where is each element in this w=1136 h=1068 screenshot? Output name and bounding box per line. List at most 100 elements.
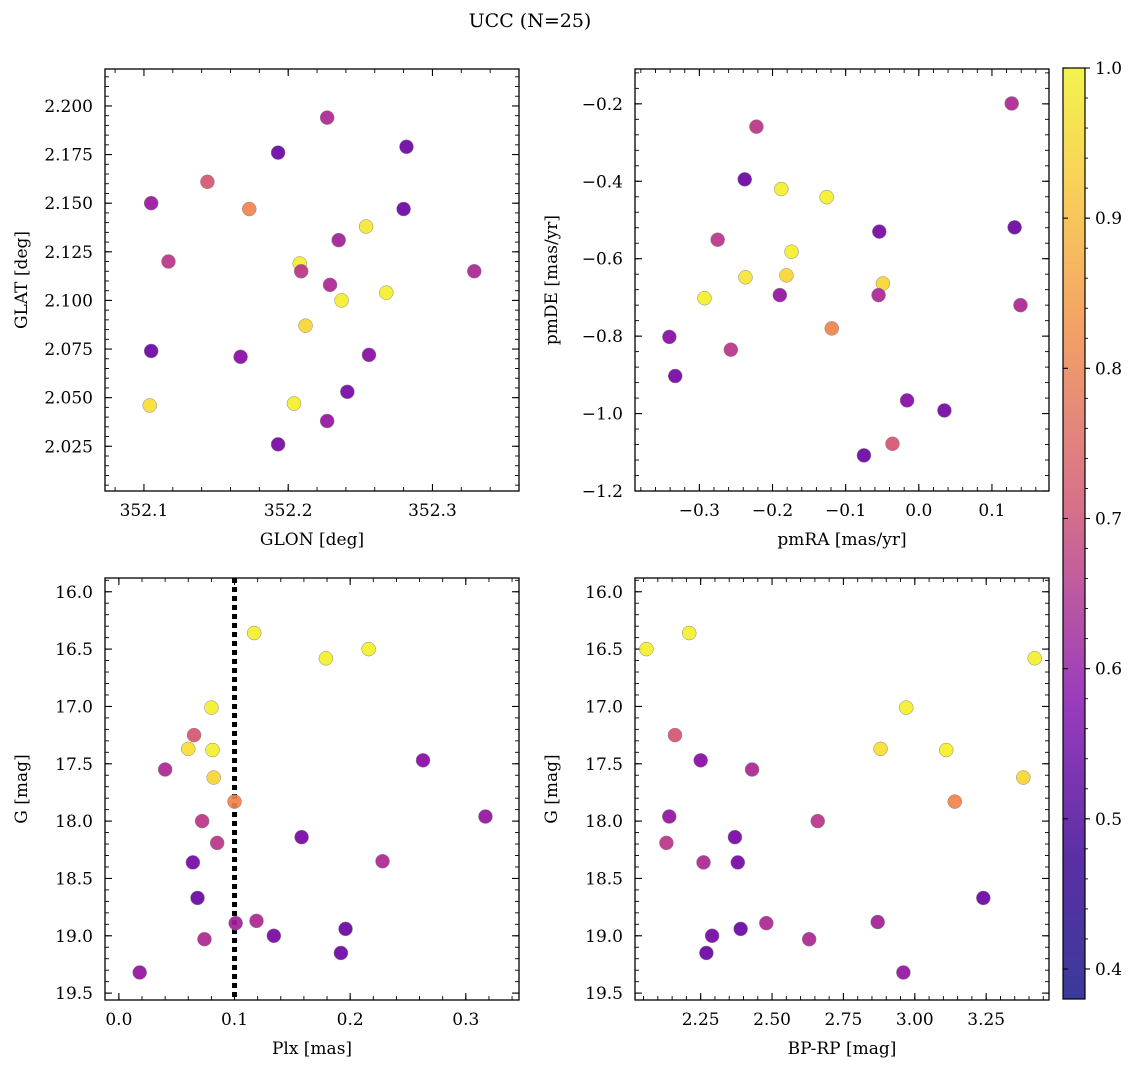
scatter-point (233, 349, 248, 365)
scatter-point (976, 890, 991, 906)
y-tick-label: −0.6 (582, 250, 623, 270)
y-tick-label: 2.200 (44, 97, 93, 117)
y-axis-label: pmDE [mas/yr] (542, 215, 562, 345)
y-tick-label: 2.050 (44, 389, 93, 409)
scatter-point (733, 921, 748, 937)
y-tick-label: 2.125 (44, 243, 93, 263)
y-tick-label: −0.4 (582, 172, 623, 192)
x-tick-label: −0.1 (825, 501, 866, 521)
y-tick-label: 16.5 (55, 640, 93, 660)
x-tick-label: −0.2 (752, 501, 793, 521)
scatter-point (727, 829, 743, 845)
scatter-point (340, 384, 355, 400)
scatter-point (704, 928, 720, 944)
subplot-grid: 352.1 352.2 352.3 2.025 2.050 2.075 2.100 2.125… (12, 68, 1050, 1059)
y-tick-label: 19.0 (585, 927, 623, 947)
scatter-point (205, 742, 220, 758)
scatter-point (143, 195, 159, 211)
scatter-point (293, 263, 309, 279)
axes-frame (104, 577, 520, 1001)
x-tick-label: 0.1 (978, 501, 1005, 521)
x-tick-label: 0.2 (337, 1010, 364, 1030)
scatter-point (697, 290, 712, 306)
scatter-point (375, 853, 390, 869)
scatter-point (1007, 220, 1022, 235)
colorbar-tick-label: 0.8 (1095, 359, 1122, 379)
scatter-point (696, 855, 711, 870)
x-tick-label: 3.00 (896, 1010, 934, 1030)
scatter-point (270, 437, 286, 452)
scatter-point (667, 368, 683, 384)
scatter-point (873, 741, 888, 757)
scatter-point (937, 403, 952, 418)
x-tick-label: 0.0 (105, 1010, 132, 1030)
y-axis-label: GLAT [deg] (12, 231, 32, 329)
scatter-point (242, 201, 257, 217)
scatter-point (338, 921, 353, 937)
scatter-point (810, 813, 825, 829)
x-tick-label: 352.3 (408, 501, 457, 521)
subplot-1: 352.1 352.2 352.3 2.025 2.050 2.075 2.100 2.125… (12, 68, 520, 550)
scatter-point (699, 945, 714, 961)
y-tick-label: 19.0 (55, 927, 93, 947)
scatter-point (181, 741, 196, 757)
y-tick-label: 18.5 (585, 869, 623, 889)
scatter-point (870, 914, 885, 930)
axes-frame (634, 577, 1050, 1001)
y-tick-label: 17.0 (55, 697, 93, 717)
scatter-point (333, 945, 349, 961)
y-tick-label: 18.0 (585, 812, 623, 832)
y-tick-label: 19.5 (55, 984, 93, 1004)
scatter-point (197, 931, 212, 947)
scatter-point (779, 268, 794, 283)
scatter-point (132, 965, 147, 980)
scatter-point (270, 145, 286, 160)
scatter-point (194, 813, 210, 829)
colorbar-tick-label: 0.9 (1095, 209, 1122, 229)
scatter-point (322, 277, 338, 293)
axes-frame (104, 68, 520, 492)
subplot-4: 2.25 2.50 2.75 3.00 3.25 16.0 16.5 17.0 17.5 18.0… (542, 577, 1050, 1059)
scatter-point (744, 762, 760, 777)
x-axis-label: GLON [deg] (260, 530, 364, 550)
scatter-point (872, 224, 887, 239)
scatter-point (228, 915, 243, 931)
colorbar-tick-label: 0.5 (1095, 810, 1122, 830)
subplot-3: 0.0 0.1 0.2 0.3 16.0 16.5 17.0 17.5 18.0 18.5 19.0… (12, 577, 520, 1059)
scatter-point (784, 244, 799, 259)
scatter-point (710, 232, 725, 247)
x-tick-label: −0.3 (679, 501, 720, 521)
scatter-point (749, 119, 764, 134)
scatter-point (379, 285, 394, 300)
colorbar-tick-label: 0.7 (1095, 509, 1122, 529)
scatter-point (947, 794, 963, 809)
scatter-point (294, 829, 309, 845)
scatter-point (467, 263, 482, 279)
scatter-point (200, 174, 215, 190)
y-axis-label: G [mag] (12, 754, 32, 823)
x-axis-label: BP-RP [mag] (788, 1039, 897, 1059)
scatter-point (871, 287, 886, 303)
scatter-point (772, 287, 788, 303)
scatter-point (896, 965, 911, 980)
x-tick-label: 2.25 (682, 1010, 720, 1030)
scatter-point (334, 293, 349, 308)
scatter-point (331, 232, 346, 248)
scatter-point (298, 318, 313, 333)
y-tick-label: 16.0 (585, 583, 623, 603)
y-tick-label: 18.0 (55, 812, 93, 832)
y-tick-label: 18.5 (55, 869, 93, 889)
scatter-point (249, 913, 264, 929)
colorbar-gradient (1062, 67, 1086, 1000)
colorbar-ticks: 0.4 0.5 0.6 0.7 0.8 0.9 1.0 (1063, 59, 1122, 980)
scatter-point (399, 139, 414, 155)
x-tick-label: 352.2 (264, 501, 313, 521)
y-tick-label: 2.075 (44, 340, 93, 360)
y-tick-label: 2.025 (44, 437, 93, 457)
scatter-point (209, 835, 225, 851)
scatter-point (693, 753, 708, 768)
x-tick-label: 0.1 (221, 1010, 248, 1030)
scatter-point (286, 396, 302, 411)
scatter-point (1004, 96, 1019, 111)
